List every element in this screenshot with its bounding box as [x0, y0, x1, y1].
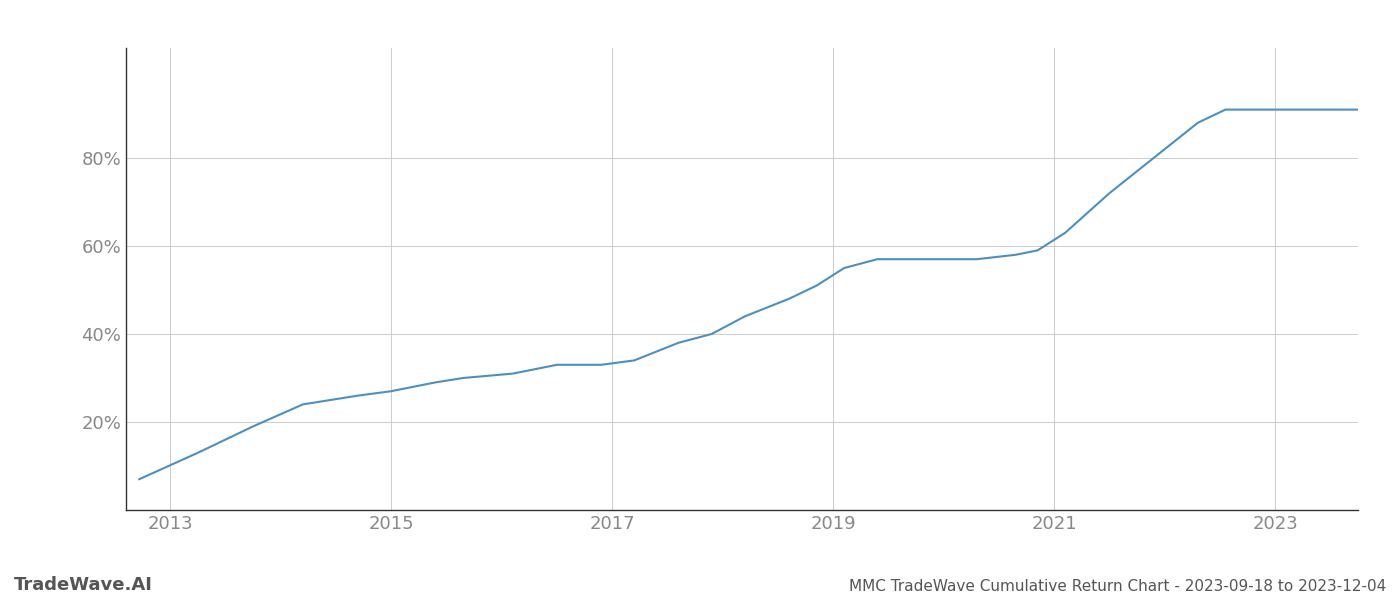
Text: TradeWave.AI: TradeWave.AI — [14, 576, 153, 594]
Text: MMC TradeWave Cumulative Return Chart - 2023-09-18 to 2023-12-04: MMC TradeWave Cumulative Return Chart - … — [848, 579, 1386, 594]
